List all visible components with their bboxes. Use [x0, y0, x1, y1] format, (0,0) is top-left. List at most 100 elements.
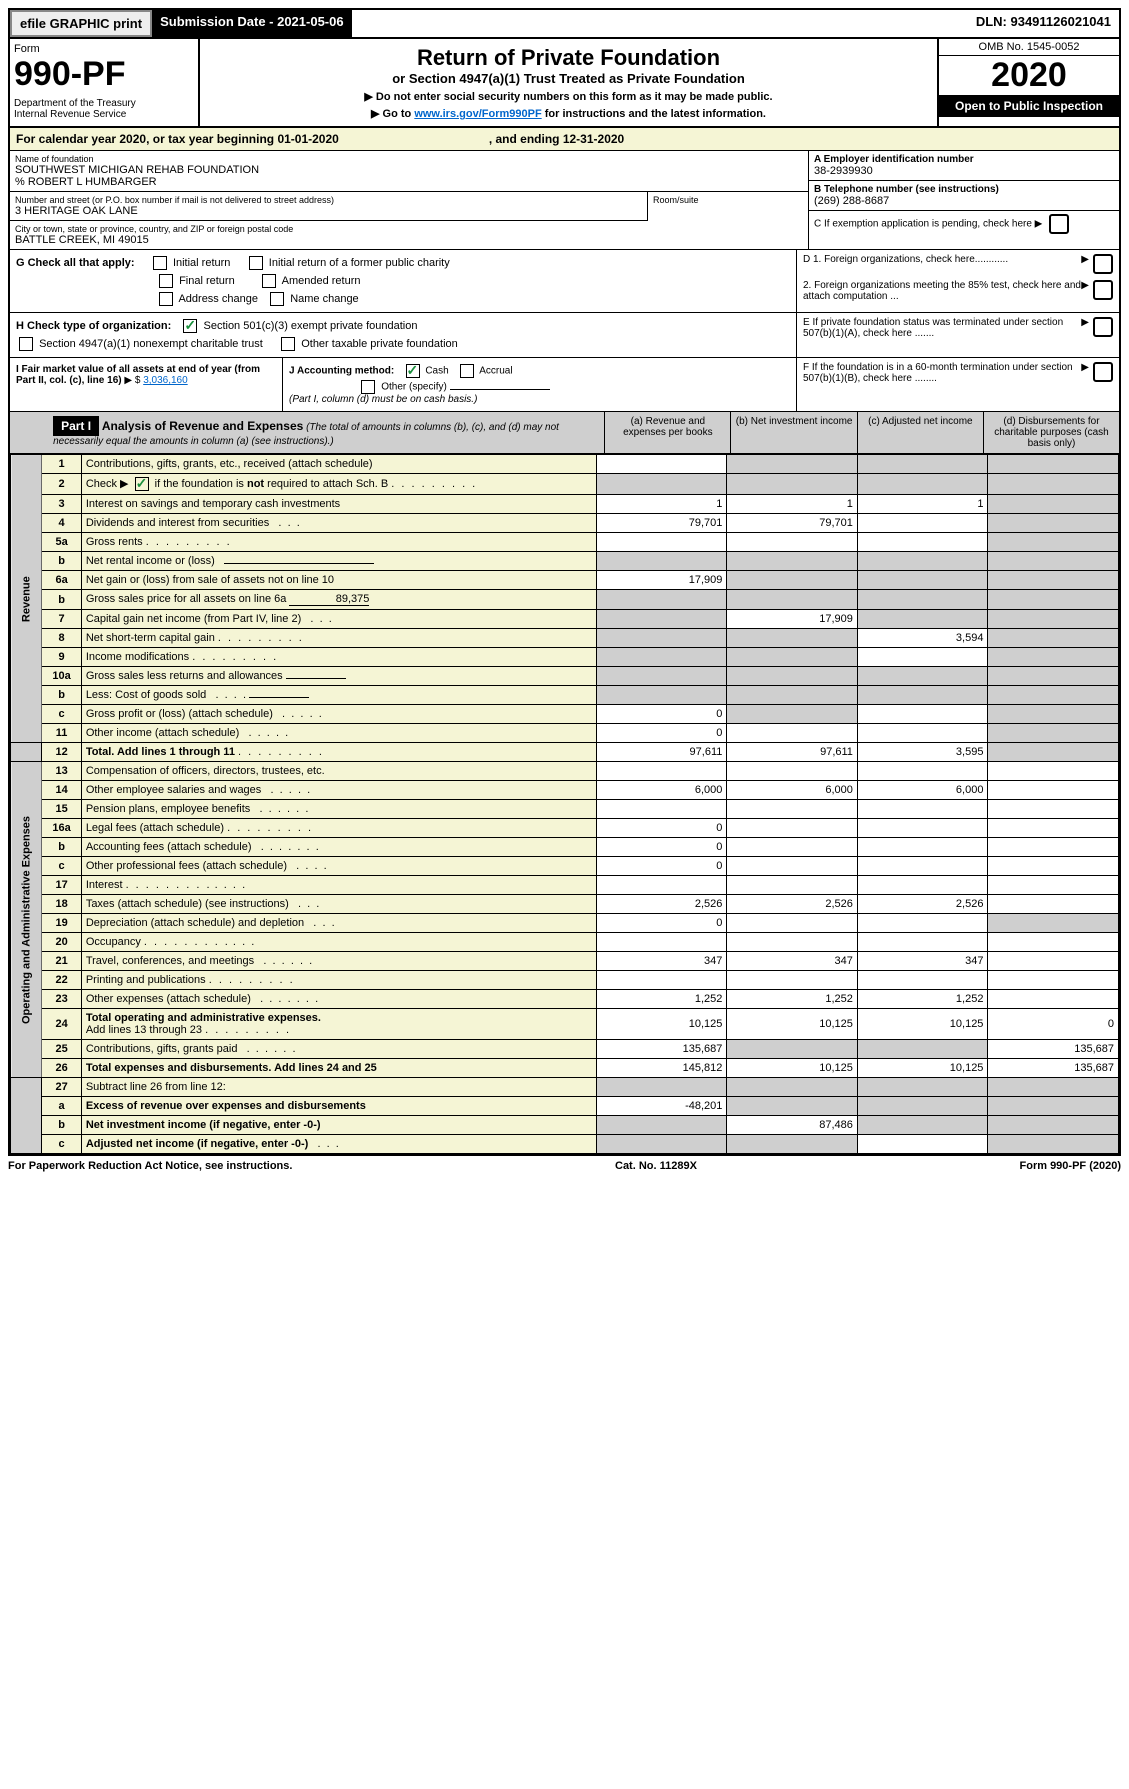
section-j: J Accounting method: Cash Accrual Other … [283, 358, 796, 411]
h-label: H Check type of organization: [16, 320, 171, 332]
schb-checkbox[interactable] [135, 477, 149, 491]
table-row: b Less: Cost of goods sold . . . . [11, 686, 1119, 705]
ein-cell: A Employer identification number 38-2939… [809, 151, 1119, 181]
name-change-checkbox[interactable] [270, 292, 284, 306]
initial-former-checkbox[interactable] [249, 256, 263, 270]
j-label: J Accounting method: [289, 366, 394, 377]
j-note: (Part I, column (d) must be on cash basi… [289, 394, 790, 405]
table-row: c Other professional fees (attach schedu… [11, 857, 1119, 876]
col-a-header: (a) Revenue and expenses per books [604, 412, 730, 453]
table-row: 11 Other income (attach schedule) . . . … [11, 724, 1119, 743]
h-other-checkbox[interactable] [281, 337, 295, 351]
top-bar: efile GRAPHIC print Submission Date - 20… [10, 10, 1119, 39]
table-row: 22 Printing and publications [11, 971, 1119, 990]
table-row: 3 Interest on savings and temporary cash… [11, 495, 1119, 514]
header-right: OMB No. 1545-0052 2020 Open to Public In… [937, 39, 1119, 126]
col-b-header: (b) Net investment income [730, 412, 856, 453]
form-number: 990-PF [14, 55, 194, 94]
table-row: 6a Net gain or (loss) from sale of asset… [11, 571, 1119, 590]
care-of: % ROBERT L HUMBARGER [15, 176, 803, 188]
table-row: b Net rental income or (loss) [11, 552, 1119, 571]
table-row: 5a Gross rents [11, 533, 1119, 552]
section-ijf: I Fair market value of all assets at end… [10, 358, 1119, 412]
amended-checkbox[interactable] [262, 274, 276, 288]
table-row: Revenue 1 Contributions, gifts, grants, … [11, 455, 1119, 474]
open-public: Open to Public Inspection [939, 95, 1119, 117]
table-row: b Accounting fees (attach schedule) . . … [11, 838, 1119, 857]
table-row: 2 Check ▶ if the foundation is not requi… [11, 474, 1119, 495]
table-row: 23 Other expenses (attach schedule) . . … [11, 990, 1119, 1009]
exemption-cell: C If exemption application is pending, c… [809, 211, 1119, 237]
form-title: Return of Private Foundation [206, 45, 931, 71]
section-g: G Check all that apply: Initial return I… [10, 250, 796, 312]
section-g-d: G Check all that apply: Initial return I… [10, 250, 1119, 313]
e-checkbox[interactable] [1093, 317, 1113, 337]
footer: For Paperwork Reduction Act Notice, see … [8, 1156, 1121, 1176]
table-row: 24 Total operating and administrative ex… [11, 1009, 1119, 1040]
d1-checkbox[interactable] [1093, 254, 1113, 274]
part1-title-cell: Part I Analysis of Revenue and Expenses … [49, 412, 604, 453]
table-row: 15 Pension plans, employee benefits . . … [11, 800, 1119, 819]
department: Department of the TreasuryInternal Reven… [14, 98, 194, 120]
name-cell: Name of foundation SOUTHWEST MICHIGAN RE… [10, 151, 808, 192]
footer-left: For Paperwork Reduction Act Notice, see … [8, 1160, 292, 1172]
table-row: 19 Depreciation (attach schedule) and de… [11, 914, 1119, 933]
footer-center: Cat. No. 11289X [615, 1160, 697, 1172]
section-h: H Check type of organization: Section 50… [10, 313, 796, 357]
table-row: 26 Total expenses and disbursements. Add… [11, 1059, 1119, 1078]
table-row: 21 Travel, conferences, and meetings . .… [11, 952, 1119, 971]
table-row: 16a Legal fees (attach schedule) 0 [11, 819, 1119, 838]
address-change-checkbox[interactable] [159, 292, 173, 306]
form-header: Form 990-PF Department of the TreasuryIn… [10, 39, 1119, 128]
table-row: b Gross sales price for all assets on li… [11, 590, 1119, 610]
tax-year: 2020 [939, 56, 1119, 95]
instructions-1: ▶ Do not enter social security numbers o… [206, 90, 931, 103]
initial-return-checkbox[interactable] [153, 256, 167, 270]
table-row: 17 Interest . . . . [11, 876, 1119, 895]
part1-title: Analysis of Revenue and Expenses [102, 419, 303, 433]
info-right: A Employer identification number 38-2939… [808, 151, 1119, 249]
table-row: Operating and Administrative Expenses 13… [11, 762, 1119, 781]
table-row: 12 Total. Add lines 1 through 11 97,6119… [11, 743, 1119, 762]
city-state-zip: BATTLE CREEK, MI 49015 [15, 234, 803, 246]
part1-header: Part I Analysis of Revenue and Expenses … [10, 412, 1119, 454]
table-row: 7 Capital gain net income (from Part IV,… [11, 610, 1119, 629]
street-address: 3 HERITAGE OAK LANE [15, 205, 642, 217]
d2-checkbox[interactable] [1093, 280, 1113, 300]
fmv-value[interactable]: 3,036,160 [143, 375, 188, 386]
omb-number: OMB No. 1545-0052 [939, 39, 1119, 56]
section-f: F If the foundation is in a 60-month ter… [796, 358, 1119, 411]
j-cash-checkbox[interactable] [406, 364, 420, 378]
ein: 38-2939930 [814, 165, 1114, 177]
city-cell: City or town, state or province, country… [10, 221, 808, 249]
irs-link[interactable]: www.irs.gov/Form990PF [414, 108, 541, 120]
footer-right: Form 990-PF (2020) [1020, 1160, 1122, 1172]
submission-date: Submission Date - 2021-05-06 [152, 10, 352, 37]
j-accrual-checkbox[interactable] [460, 364, 474, 378]
h-4947-checkbox[interactable] [19, 337, 33, 351]
table-row: a Excess of revenue over expenses and di… [11, 1097, 1119, 1116]
info-block: Name of foundation SOUTHWEST MICHIGAN RE… [10, 151, 1119, 250]
col-c-header: (c) Adjusted net income [857, 412, 983, 453]
calendar-end: , and ending 12-31-2020 [489, 132, 624, 146]
table-row: 9 Income modifications [11, 648, 1119, 667]
calendar-begin: For calendar year 2020, or tax year begi… [16, 132, 339, 146]
street-cell: Number and street (or P.O. box number if… [10, 192, 647, 221]
table-row: 14 Other employee salaries and wages . .… [11, 781, 1119, 800]
final-return-checkbox[interactable] [159, 274, 173, 288]
revenue-side-label: Revenue [11, 455, 42, 743]
phone-cell: B Telephone number (see instructions) (2… [809, 181, 1119, 211]
table-row: 27 Subtract line 26 from line 12: [11, 1078, 1119, 1097]
room-suite: Room/suite [647, 192, 808, 221]
exemption-checkbox[interactable] [1049, 214, 1069, 234]
part1-table: Revenue 1 Contributions, gifts, grants, … [10, 454, 1119, 1154]
header-left: Form 990-PF Department of the TreasuryIn… [10, 39, 200, 126]
j-other-checkbox[interactable] [361, 380, 375, 394]
efile-button[interactable]: efile GRAPHIC print [10, 10, 152, 37]
g-label: G Check all that apply: [16, 257, 135, 269]
section-d: D 1. Foreign organizations, check here..… [796, 250, 1119, 312]
f-checkbox[interactable] [1093, 362, 1113, 382]
table-row: b Net investment income (if negative, en… [11, 1116, 1119, 1135]
h-501c3-checkbox[interactable] [183, 319, 197, 333]
section-e: E If private foundation status was termi… [796, 313, 1119, 357]
